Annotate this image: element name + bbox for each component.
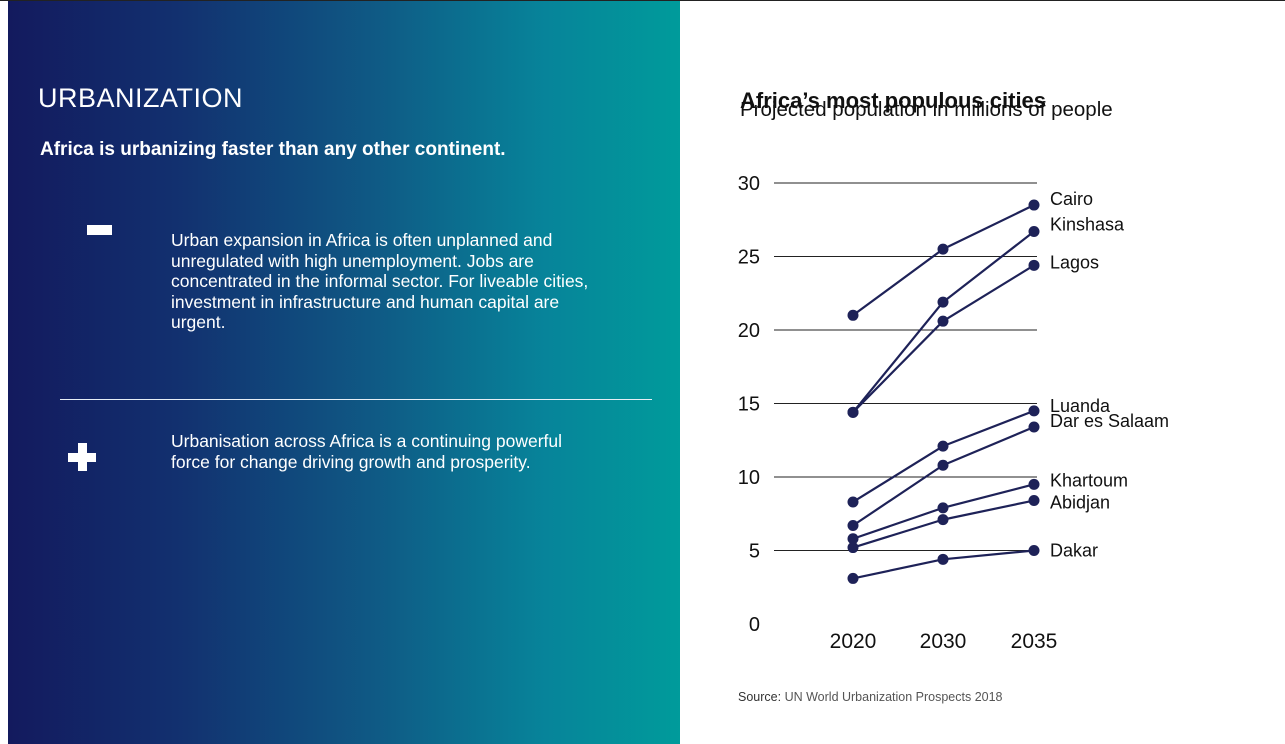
population-line-chart: 0 5 10 15 20 25 30 2020 2030 2035 Cairo Kinshasa Lag…: [738, 173, 1169, 653]
y-tick-label: 0: [749, 614, 760, 636]
data-point: [937, 502, 949, 514]
data-point: [937, 459, 949, 471]
data-point: [937, 553, 949, 565]
chart-title: Africa’s most populous cities: [740, 88, 1047, 113]
x-tick-label: 2035: [1011, 630, 1058, 653]
series-label: Cairo: [1050, 189, 1093, 209]
series-label: Dar es Salaam: [1050, 411, 1169, 431]
minus-icon: [87, 225, 112, 235]
series-line: [852, 409, 1035, 503]
data-point: [1028, 259, 1040, 271]
x-tick-label: 2030: [920, 630, 967, 653]
data-point: [937, 296, 949, 308]
series-label: Dakar: [1050, 541, 1098, 561]
series-label: Abidjan: [1050, 493, 1110, 513]
data-point: [847, 542, 859, 554]
data-point: [847, 572, 859, 584]
data-point: [937, 440, 949, 452]
y-tick-label: 30: [738, 173, 760, 195]
data-point: [1028, 495, 1040, 507]
series-label: Khartoum: [1050, 470, 1128, 490]
source-text: UN World Urbanization Prospects 2018: [784, 690, 1003, 704]
data-point: [1028, 226, 1040, 238]
data-point: [1028, 199, 1040, 211]
y-tick-label: 20: [738, 320, 760, 342]
point-challenges-text: Urban expansion in Africa is often unpla…: [171, 230, 589, 332]
data-point: [847, 496, 859, 508]
panel-subtitle: Africa is urbanizing faster than any oth…: [40, 139, 506, 160]
urbanization-panel: URBANIZATION Africa is urbanizing faster…: [8, 1, 680, 744]
data-point: [847, 520, 859, 532]
data-point: [937, 514, 949, 526]
data-point: [847, 309, 859, 321]
source-label: Source:: [738, 690, 782, 704]
divider: [60, 399, 652, 400]
data-point: [937, 315, 949, 327]
x-tick-label: 2020: [830, 630, 877, 653]
data-point: [1028, 421, 1040, 433]
y-tick-label: 15: [738, 394, 760, 416]
data-point: [1028, 478, 1040, 490]
series-label: Kinshasa: [1050, 215, 1125, 235]
panel-title: URBANIZATION: [38, 83, 244, 113]
chart-subtitle: Projected population in millions of peop…: [740, 98, 1113, 121]
plus-icon: [68, 443, 96, 471]
data-point: [847, 533, 859, 545]
series-line: [852, 264, 1035, 414]
data-point: [937, 243, 949, 255]
data-point: [847, 406, 859, 418]
y-tick-label: 5: [749, 541, 760, 563]
series-label: Lagos: [1050, 252, 1099, 272]
data-point: [1028, 405, 1040, 417]
top-rule: [0, 0, 1285, 1]
data-point: [1028, 545, 1040, 556]
series-label: Luanda: [1050, 396, 1111, 416]
y-tick-label: 10: [738, 467, 760, 489]
point-opportunities-text: Urbanisation across Africa is a continui…: [171, 431, 563, 472]
y-tick-label: 25: [738, 247, 760, 269]
source-note: Source: UN World Urbanization Prospects …: [738, 690, 1003, 704]
